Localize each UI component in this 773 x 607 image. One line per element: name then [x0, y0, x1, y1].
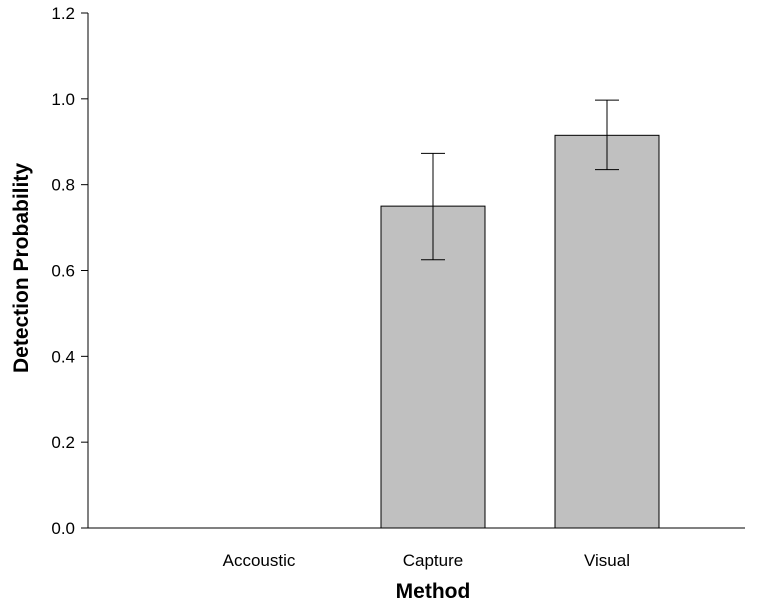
x-tick-label-capture: Capture — [403, 551, 463, 570]
y-tick-label: 1.2 — [51, 4, 75, 23]
error-bar-visual — [595, 99, 619, 171]
bars — [380, 134, 660, 529]
error-bars — [421, 99, 619, 261]
y-tick-label: 0.6 — [51, 262, 75, 281]
x-axis-title: Method — [396, 580, 471, 603]
bar-visual — [554, 134, 660, 529]
y-tick-label: 0.0 — [51, 519, 75, 538]
y-tick-label: 0.8 — [51, 176, 75, 195]
y-tick-label: 0.4 — [51, 347, 75, 366]
x-tick-label-visual: Visual — [584, 551, 630, 570]
x-tick-label-accoustic: Accoustic — [223, 551, 296, 570]
y-tick-label: 1.0 — [51, 90, 75, 109]
x-axis-tick-labels: Accoustic Capture Visual — [223, 551, 630, 570]
y-axis-ticks: 0.0 0.2 0.4 0.6 0.8 1.0 1.2 — [51, 4, 88, 538]
y-tick-label: 0.2 — [51, 433, 75, 452]
y-axis-title: Detection Probability — [10, 163, 33, 373]
error-bar-capture — [421, 152, 445, 261]
